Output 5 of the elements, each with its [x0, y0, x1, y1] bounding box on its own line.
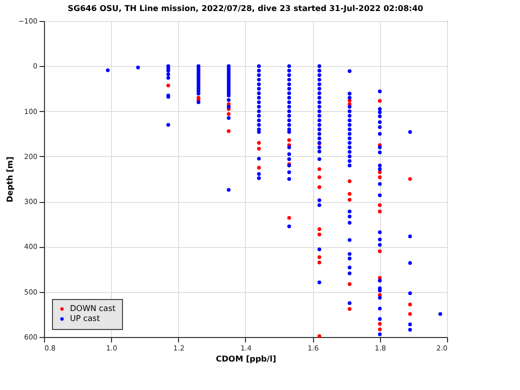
- chart-title: SG646 OSU, TH Line mission, 2022/07/28, dive 23 started 31-Jul-2022 02:08:40: [68, 4, 424, 13]
- x-axis-title: CDOM [ppb/l]: [216, 354, 276, 364]
- legend-label: DOWN cast: [70, 304, 116, 313]
- y-axis-title: Depth [m]: [5, 156, 14, 202]
- legend-label: UP cast: [70, 314, 100, 323]
